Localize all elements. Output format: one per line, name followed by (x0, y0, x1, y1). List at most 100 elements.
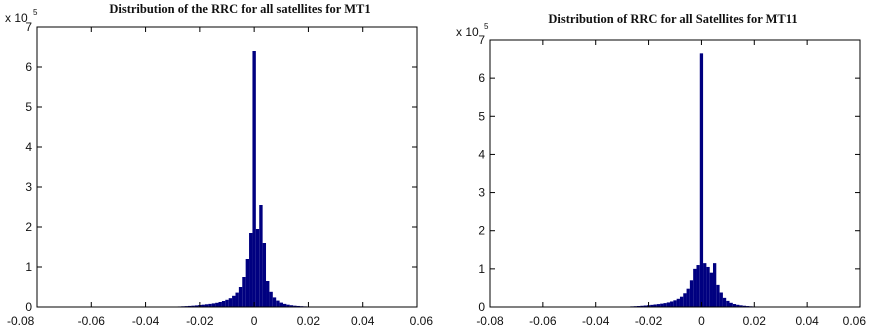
histogram-bar (656, 304, 661, 307)
histogram-bar (670, 301, 674, 307)
histogram-bar (732, 304, 737, 307)
x-tick-label: 0.04 (795, 314, 819, 328)
x-tick-label: -0.06 (78, 314, 106, 328)
y-tick-label: 1 (25, 260, 32, 274)
x-tick-label: -0.06 (529, 314, 557, 328)
histogram-bar (187, 305, 192, 307)
y-tick-label: 4 (478, 147, 485, 161)
histogram-bar (262, 243, 267, 307)
histogram-bar (719, 292, 723, 307)
histogram-bar (238, 287, 243, 307)
histogram-bar (703, 263, 707, 307)
histogram-bar (266, 281, 270, 307)
histogram-bar (286, 304, 290, 307)
plot-frame (489, 39, 861, 308)
histogram-bar (643, 305, 647, 307)
x-tick-label: -0.02 (186, 314, 214, 328)
histogram-bar (235, 292, 239, 307)
histogram-panel-mt11: Distribution of RRC for all Satellites f… (456, 12, 866, 328)
histogram-bar (259, 205, 263, 307)
x-tick-label: 0 (698, 314, 705, 328)
y-tick-label: 6 (25, 60, 32, 74)
histogram-bar (699, 53, 704, 307)
histogram-bar (211, 303, 216, 307)
x-tick-label: 0.06 (843, 314, 867, 328)
histogram-bar (245, 259, 250, 307)
histogram-bar (293, 305, 297, 307)
y-tick-label: 3 (25, 180, 32, 194)
y-exponent-label: x 10 5 (456, 22, 489, 39)
histogram-bar (242, 277, 246, 307)
histogram-bars (167, 51, 317, 308)
y-tick-label: 7 (25, 20, 32, 34)
plot-frame (36, 26, 418, 308)
histogram-bar (228, 298, 233, 307)
y-exponent-label: x 10 5 (5, 8, 38, 25)
x-axis-ticks: -0.08 -0.06 -0.04 -0.02 0 0.02 0.04 0.06 (476, 40, 866, 328)
histogram-bar (289, 305, 294, 307)
histogram-bar (282, 303, 287, 307)
y-tick-label: 0 (478, 300, 485, 314)
histogram-bar (255, 229, 260, 307)
x-tick-label: 0.06 (410, 314, 434, 328)
y-tick-label: 0 (25, 300, 32, 314)
y-tick-label: 5 (25, 100, 32, 114)
histogram-bar (726, 300, 730, 307)
histogram-bar (676, 298, 680, 307)
histogram-bar (706, 266, 710, 307)
x-tick-label: -0.08 (7, 314, 35, 328)
x-tick-label: -0.08 (476, 314, 504, 328)
histogram-bar (663, 303, 667, 307)
histogram-bar (683, 293, 687, 307)
x-axis-ticks: -0.08 -0.06 -0.04 -0.02 0 0.02 0.04 0.06 (7, 27, 433, 328)
histogram-panel-mt1: Distribution of the RRC for all satellit… (5, 2, 433, 328)
histogram-bar (272, 297, 277, 307)
x-tick-label: 0.02 (297, 314, 321, 328)
x-tick-label: 0.04 (351, 314, 375, 328)
y-tick-label: 3 (478, 186, 485, 200)
histogram-bar (716, 284, 720, 307)
exponent-power: 5 (33, 8, 38, 17)
chart-title: Distribution of RRC for all Satellites f… (548, 12, 797, 26)
histogram-bar (696, 265, 700, 307)
histogram-bar (722, 297, 727, 307)
y-tick-label: 4 (25, 140, 32, 154)
x-tick-label: -0.02 (635, 314, 663, 328)
exponent-power: 5 (484, 22, 489, 31)
y-tick-label: 2 (25, 220, 32, 234)
x-tick-label: -0.04 (582, 314, 610, 328)
histogram-bar (276, 300, 280, 307)
histogram-bar (269, 291, 273, 307)
y-tick-label: 7 (478, 33, 485, 47)
y-tick-label: 6 (478, 71, 485, 85)
histogram-bar (191, 305, 195, 307)
y-tick-label: 2 (478, 224, 485, 238)
histogram-bar (736, 304, 740, 307)
histogram-bar (252, 51, 256, 307)
histogram-bar (296, 305, 300, 307)
y-tick-label: 1 (478, 262, 485, 276)
histogram-bar (221, 301, 226, 307)
histogram-bar (653, 304, 657, 307)
chart-title: Distribution of the RRC for all satellit… (109, 2, 370, 16)
histogram-bar (673, 300, 677, 307)
histogram-bar (739, 305, 743, 307)
y-tick-label: 5 (478, 109, 485, 123)
y-axis-ticks: 0 1 2 3 4 5 6 7 (478, 33, 860, 314)
x-tick-label: -0.04 (132, 314, 160, 328)
histogram-bar (679, 296, 684, 307)
histogram-bar (194, 305, 199, 307)
histogram-bar (204, 304, 209, 307)
histogram-bar (208, 303, 212, 307)
histogram-bar (709, 272, 713, 307)
histogram-bar (686, 288, 690, 307)
histogram-bar (742, 305, 747, 307)
histogram-bar (650, 304, 654, 307)
histogram-bar (225, 299, 229, 307)
histogram-bar (729, 302, 733, 307)
x-tick-label: 0.02 (743, 314, 767, 328)
y-axis-ticks: 0 1 2 3 4 5 6 7 (25, 20, 417, 314)
exponent-base: x 10 (456, 25, 479, 39)
